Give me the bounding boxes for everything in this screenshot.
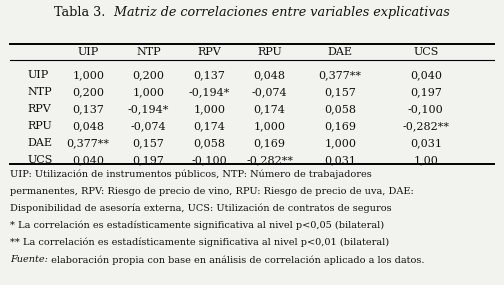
Text: UCS: UCS [28,155,53,165]
Text: 0,040: 0,040 [72,155,104,165]
Text: NTP: NTP [28,87,52,97]
Text: 0,058: 0,058 [324,104,356,114]
Text: UIP: UIP [78,47,99,57]
Text: 0,040: 0,040 [410,70,442,80]
Text: Tabla 3.: Tabla 3. [54,6,106,19]
Text: 0,197: 0,197 [133,155,165,165]
Text: 1,000: 1,000 [324,138,356,148]
Text: NTP: NTP [137,47,161,57]
Text: -0,194*: -0,194* [128,104,169,114]
Text: 0,169: 0,169 [254,138,286,148]
Text: DAE: DAE [28,138,53,148]
Text: 0,200: 0,200 [133,70,165,80]
Text: 0,058: 0,058 [193,138,225,148]
Text: * La correlación es estadísticamente significativa al nivel p<0,05 (bilateral): * La correlación es estadísticamente sig… [10,221,384,230]
Text: UIP: Utilización de instrumentos públicos, NTP: Número de trabajadores: UIP: Utilización de instrumentos público… [10,170,372,179]
Text: Fuente:: Fuente: [10,255,48,264]
Text: RPU: RPU [28,121,52,131]
Text: 1,000: 1,000 [133,87,165,97]
Text: Matriz de correlaciones entre variables explicativas: Matriz de correlaciones entre variables … [106,6,450,19]
Text: 0,169: 0,169 [324,121,356,131]
Text: -0,282**: -0,282** [246,155,293,165]
Text: -0,100: -0,100 [408,104,444,114]
Text: 0,031: 0,031 [324,155,356,165]
Text: DAE: DAE [328,47,353,57]
Text: 0,048: 0,048 [254,70,286,80]
Text: 0,157: 0,157 [133,138,165,148]
Text: -0,074: -0,074 [131,121,166,131]
Text: permanentes, RPV: Riesgo de precio de vino, RPU: Riesgo de precio de uva, DAE:: permanentes, RPV: Riesgo de precio de vi… [10,187,414,196]
Text: 0,174: 0,174 [254,104,286,114]
Text: RPV: RPV [197,47,221,57]
Text: -0,194*: -0,194* [188,87,230,97]
Text: RPV: RPV [28,104,51,114]
Text: 0,031: 0,031 [410,138,442,148]
Text: 0,137: 0,137 [72,104,104,114]
Text: 0,377**: 0,377** [67,138,110,148]
Text: -0,100: -0,100 [192,155,227,165]
Text: 0,137: 0,137 [193,70,225,80]
Text: 1,000: 1,000 [72,70,104,80]
Text: 0,200: 0,200 [72,87,104,97]
Text: 1,00: 1,00 [413,155,438,165]
Text: elaboración propia con base en análisis de correlación aplicado a los datos.: elaboración propia con base en análisis … [48,255,424,264]
Text: ** La correlación es estadísticamente significativa al nivel p<0,01 (bilateral): ** La correlación es estadísticamente si… [10,238,389,247]
Text: UCS: UCS [413,47,438,57]
Text: 1,000: 1,000 [193,104,225,114]
Text: 0,048: 0,048 [72,121,104,131]
Text: RPU: RPU [257,47,282,57]
Text: Disponibilidad de asesoría externa, UCS: Utilización de contratos de seguros: Disponibilidad de asesoría externa, UCS:… [10,204,392,213]
Text: 0,174: 0,174 [193,121,225,131]
Text: 0,197: 0,197 [410,87,442,97]
Text: -0,074: -0,074 [252,87,287,97]
Text: 1,000: 1,000 [254,121,286,131]
Text: UIP: UIP [28,70,49,80]
Text: -0,282**: -0,282** [402,121,450,131]
Text: 0,377**: 0,377** [319,70,362,80]
Text: 0,157: 0,157 [324,87,356,97]
